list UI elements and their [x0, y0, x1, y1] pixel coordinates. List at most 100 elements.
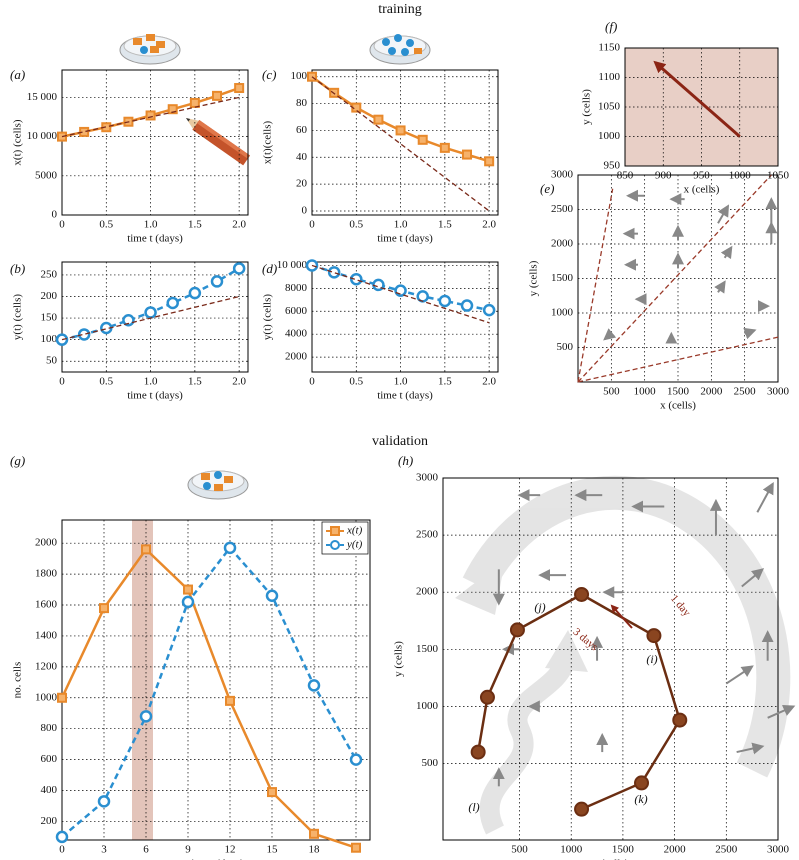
marker [439, 142, 450, 153]
y-tick-label: 40 [296, 151, 308, 163]
y-tick-label: 3000 [416, 472, 439, 484]
x-axis-label: time t (days) [377, 390, 433, 402]
marker [672, 712, 688, 728]
y-tick-label: 500 [422, 757, 439, 769]
y-tick-label: 250 [41, 268, 58, 280]
marker [574, 586, 590, 602]
x-tick-label: 12 [225, 844, 236, 856]
x-tick-label: 1.5 [188, 219, 202, 231]
marker [309, 828, 319, 839]
x-tick-label: 6 [143, 844, 149, 856]
x-axis-label: time t (days) [188, 858, 244, 860]
series-line [61, 295, 240, 341]
panel: 0 0.5 1.0 1.5 2.0 0 5000 10 000 15 000 time t (da… [10, 67, 249, 245]
y-tick-label: 100 [291, 70, 308, 82]
series-line [577, 174, 772, 383]
legend-label: y(t) [346, 539, 363, 551]
y-tick-label: 1600 [35, 599, 58, 611]
x-tick-label: 0.5 [349, 376, 363, 388]
marker [145, 110, 156, 121]
x-axis-label: time t (days) [127, 390, 183, 402]
marker [97, 795, 111, 808]
x-tick-label: 1.0 [144, 219, 158, 231]
y-tick-label: 10 000 [277, 259, 308, 271]
panel: 0 0.5 1.0 1.5 2.0 2000 4000 6000 8000 10 000 time … [262, 259, 499, 402]
marker [234, 83, 245, 94]
x-tick-label: 2500 [734, 386, 757, 398]
dish-icon [369, 34, 431, 65]
y-tick-label: 1800 [35, 568, 58, 580]
marker [212, 90, 222, 101]
y-tick-label: 2500 [551, 203, 574, 215]
marker [307, 679, 321, 692]
x-tick-label: 2000 [664, 844, 687, 856]
marker [479, 689, 495, 705]
marker [57, 692, 67, 703]
annotation: (l) [468, 800, 479, 814]
dish-icon [119, 34, 181, 65]
marker [122, 313, 135, 327]
y-axis-label: no. cells [12, 662, 24, 699]
marker [167, 104, 178, 115]
field-arrow [767, 704, 796, 719]
marker [646, 628, 662, 644]
annotation: 1 day [668, 593, 693, 620]
marker [141, 544, 151, 555]
marker [267, 787, 277, 798]
x-tick-label: 3000 [767, 386, 790, 398]
x-tick-label: 2.0 [232, 219, 246, 231]
panel-label: (a) [10, 67, 25, 82]
marker [166, 296, 179, 310]
marker [79, 126, 90, 137]
x-tick-label: 1000 [560, 844, 583, 856]
y-tick-label: 800 [41, 722, 58, 734]
section-title: validation [372, 434, 428, 449]
series-line [60, 547, 357, 849]
y-axis-label: y(t) (cells) [12, 294, 24, 340]
plot-frame [311, 69, 499, 216]
field-arrow [717, 204, 730, 224]
marker [373, 114, 384, 125]
y-tick-label: 6000 [285, 305, 308, 317]
series-line [311, 264, 490, 324]
x-tick-label: 3 [101, 844, 107, 856]
field-arrow [743, 327, 757, 340]
y-tick-label: 600 [41, 753, 58, 765]
plot-frame [61, 261, 249, 373]
marker [99, 603, 109, 614]
field-arrow [741, 568, 765, 588]
y-tick-label: 0 [302, 205, 308, 217]
panel-label: (d) [262, 261, 277, 276]
marker [327, 266, 341, 279]
y-tick-label: 1000 [416, 700, 439, 712]
marker [77, 328, 91, 341]
y-axis-label: y (cells) [528, 260, 540, 296]
y-tick-label: 1000 [551, 307, 574, 319]
field-arrow [736, 742, 765, 755]
marker [144, 306, 157, 319]
panel: 0 0.5 1.0 1.5 2.0 50 100 150 200 250 time t (days)… [10, 261, 249, 402]
marker [210, 275, 224, 288]
y-tick-label: 2000 [416, 586, 439, 598]
y-tick-label: 1000 [598, 130, 621, 142]
panel-label: (f) [605, 19, 617, 34]
y-axis-label: y (cells) [581, 89, 593, 125]
panel: 0369121518212004006008001000120014001600… [10, 453, 371, 860]
panel: 500 1000 1500 2000 2500 3000 500 1000 1500 2000 25… [528, 169, 790, 412]
x-tick-label: 0.5 [99, 219, 113, 231]
x-axis-label: x (cells) [593, 858, 629, 860]
x-tick-label: 1.0 [394, 376, 408, 388]
marker [181, 595, 195, 609]
x-tick-label: 1050 [767, 170, 790, 182]
y-tick-label: 8000 [285, 282, 308, 294]
y-axis-label: y(t) (cells) [262, 294, 274, 340]
x-tick-label: 1.5 [438, 219, 452, 231]
plot-frame [61, 69, 249, 216]
marker [395, 125, 406, 136]
panel-label: (b) [10, 261, 25, 276]
series-line [577, 336, 779, 383]
y-tick-label: 1500 [416, 643, 439, 655]
marker [223, 541, 237, 555]
field-arrow [603, 328, 617, 341]
